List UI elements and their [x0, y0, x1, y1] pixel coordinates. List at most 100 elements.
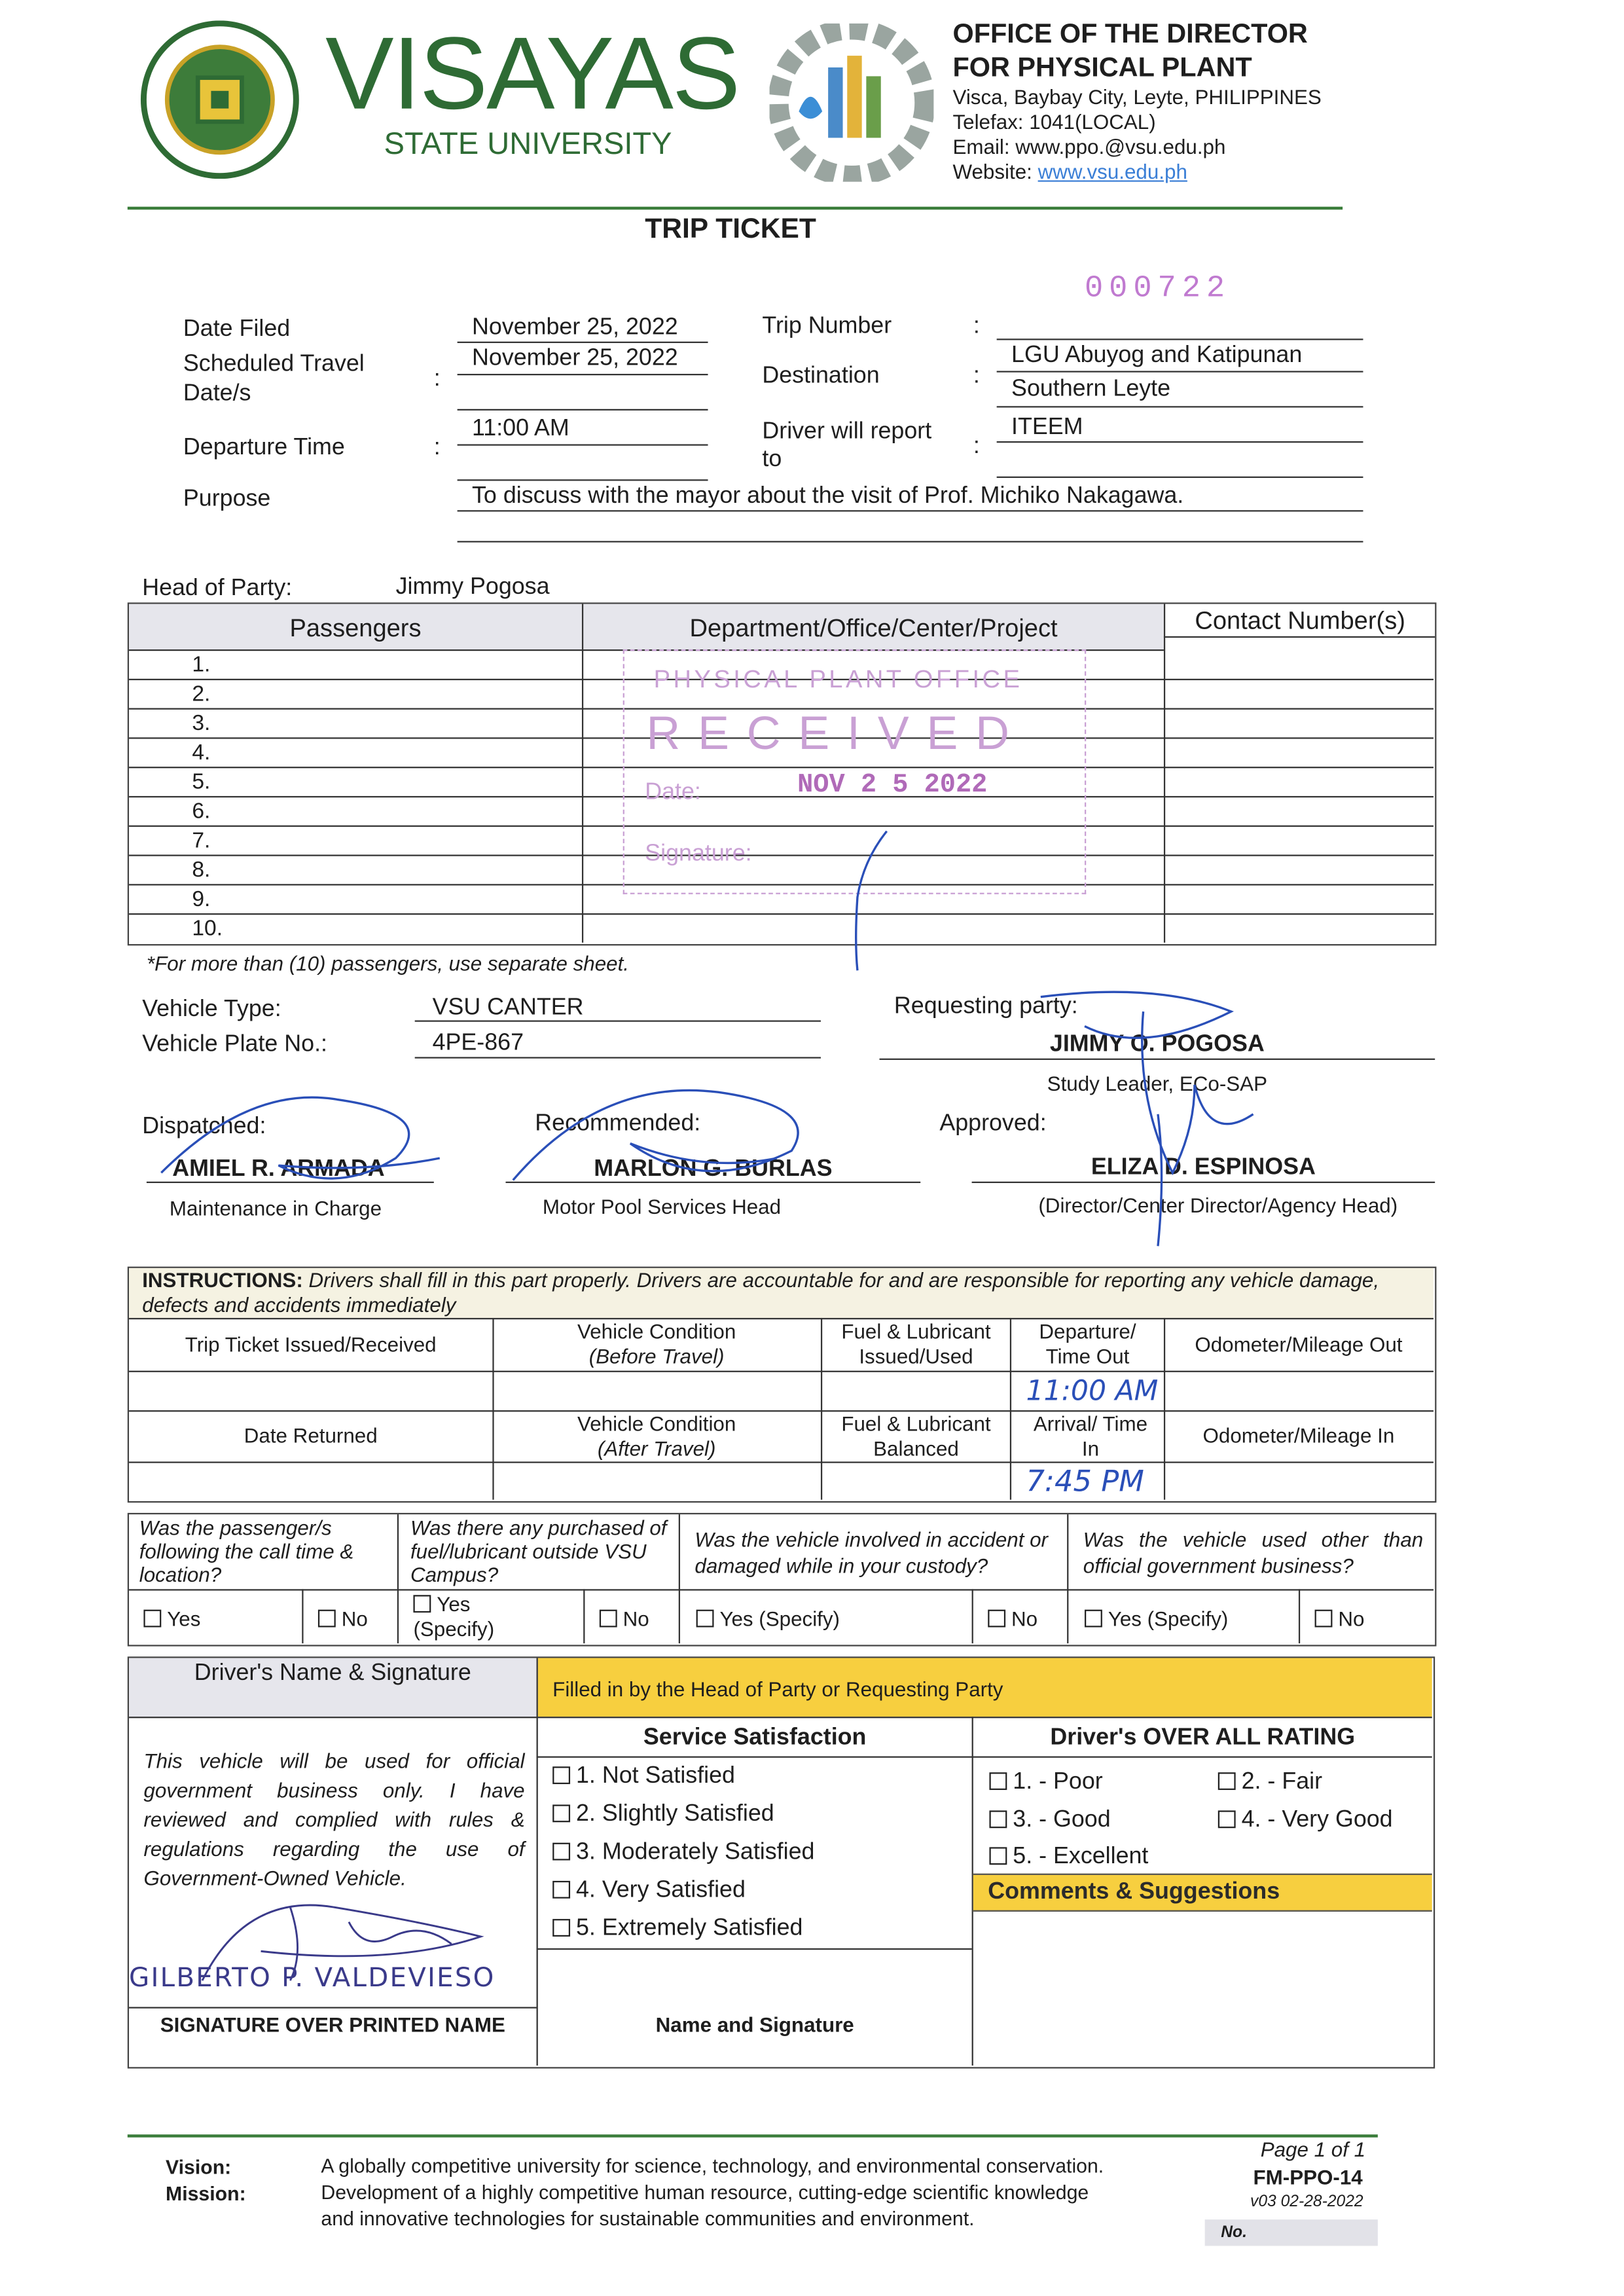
form-version: v03 02-28-2022 — [1250, 2193, 1363, 2211]
scheduled-travel-label: Scheduled Travel — [183, 352, 365, 377]
date-filed-label: Date Filed — [183, 316, 291, 342]
stamp-office: PHYSICAL PLANT OFFICE — [653, 665, 1023, 694]
header-date-returned: Date Returned — [244, 1423, 378, 1448]
service-option-checkbox[interactable]: 1. Not Satisfied — [552, 1764, 735, 1790]
q2-no-checkbox[interactable]: No — [599, 1607, 649, 1630]
checkbox[interactable] — [552, 1766, 571, 1785]
name-and-signature-label: Name and Signature — [655, 2013, 854, 2037]
service-option-checkbox[interactable]: 5. Extremely Satisfied — [552, 1916, 803, 1942]
filled-by-header: Filled in by the Head of Party or Reques… — [552, 1677, 1003, 1701]
service-option-checkbox[interactable]: 4. Very Satisfied — [552, 1878, 746, 1904]
stamp-received: RECEIVED — [646, 706, 1027, 759]
arrival-time-in-value: 7:45 PM — [1026, 1463, 1144, 1499]
header-before-travel: (Before Travel) — [588, 1344, 725, 1368]
vehicle-type-label: Vehicle Type: — [142, 996, 281, 1022]
rating-option-checkbox[interactable]: 5. - Excellent — [989, 1844, 1148, 1870]
website-link[interactable]: www.vsu.edu.ph — [1038, 160, 1187, 183]
header-fuel-balanced: Fuel & Lubricant Balanced — [841, 1411, 991, 1460]
checkbox[interactable] — [989, 1810, 1007, 1829]
q3-yes-checkbox[interactable]: Yes (Specify) — [696, 1607, 840, 1630]
row-divider — [129, 913, 1434, 915]
colon: : — [973, 314, 980, 339]
q1-yes-checkbox[interactable]: Yes — [143, 1607, 200, 1630]
checkbox[interactable] — [989, 1772, 1007, 1791]
checkbox[interactable] — [552, 1804, 571, 1823]
q2-yes-checkbox[interactable]: Yes (Specify) — [413, 1592, 494, 1642]
handwritten-signatures — [160, 991, 1254, 1247]
checkbox-label: No — [1011, 1607, 1038, 1630]
stamp-date-label: Date: — [645, 780, 701, 805]
evaluation-table: Driver's Name & Signature Filled in by t… — [127, 1656, 1435, 2069]
q3-no-checkbox[interactable]: No — [988, 1607, 1038, 1630]
question-accident: Was the vehicle involved in accident or … — [695, 1527, 1048, 1578]
header-trip-ticket-issued: Trip Ticket Issued/Received — [185, 1332, 437, 1356]
passenger-row-number: 2. — [192, 682, 211, 707]
control-number-stamp: 000722 — [1085, 272, 1231, 306]
colon: : — [973, 433, 980, 459]
passenger-row-number: 9. — [192, 886, 211, 912]
checkbox[interactable] — [989, 1847, 1007, 1865]
destination-label: Destination — [762, 363, 880, 389]
office-name-line2: FOR PHYSICAL PLANT — [952, 51, 1252, 82]
service-option-label: 5. Extremely Satisfied — [576, 1916, 803, 1941]
colon: : — [433, 435, 441, 461]
row-divider — [129, 737, 1434, 739]
rating-option-checkbox[interactable]: 1. - Poor — [989, 1770, 1103, 1796]
row-divider — [129, 767, 1434, 769]
rating-option-checkbox[interactable]: 2. - Fair — [1218, 1770, 1322, 1796]
driver-handwritten-name: GILBERTO P. VALDEVIESO — [129, 1963, 496, 1994]
passengers-note: *For more than (10) passengers, use sepa… — [146, 951, 630, 975]
service-option-checkbox[interactable]: 2. Slightly Satisfied — [552, 1802, 774, 1828]
checkbox[interactable] — [552, 1880, 571, 1899]
destination-value-1: LGU Abuyog and Katipunan — [1011, 342, 1303, 369]
rating-option-label: 3. - Good — [1013, 1807, 1111, 1833]
university-name: VISAYAS — [325, 16, 740, 131]
report-to-value: ITEEM — [1011, 414, 1083, 440]
driver-name-signature-header: Driver's Name & Signature — [194, 1661, 471, 1686]
university-seal-logo — [140, 20, 299, 179]
service-option-label: 1. Not Satisfied — [576, 1763, 735, 1789]
trip-questions-table: Was the passenger/s following the call t… — [127, 1512, 1437, 1647]
column-header-contact: Contact Number(s) — [1195, 607, 1405, 635]
checkbox[interactable] — [1218, 1772, 1236, 1791]
head-of-party-value: Jimmy Pogosa — [395, 574, 550, 600]
checkbox-label: No — [341, 1607, 368, 1630]
office-telefax: Telefax: 1041(LOCAL) — [952, 109, 1156, 134]
service-option-checkbox[interactable]: 3. Moderately Satisfied — [552, 1840, 814, 1866]
scheduled-travel-label-2: Date/s — [183, 381, 251, 407]
rating-option-checkbox[interactable]: 3. - Good — [989, 1807, 1111, 1834]
row-divider — [129, 884, 1434, 886]
checkbox-label: No — [1338, 1607, 1365, 1630]
header-fuel-issued: Fuel & Lubricant Issued/Used — [841, 1319, 991, 1368]
approved-label: Approved: — [939, 1111, 1047, 1137]
row-divider — [129, 825, 1434, 827]
header-odometer-in: Odometer/Mileage In — [1202, 1423, 1395, 1448]
approved-name: ELIZA D. ESPINOSA — [1091, 1155, 1316, 1180]
vehicle-type-value: VSU CANTER — [432, 995, 584, 1021]
passenger-row-number: 5. — [192, 769, 211, 795]
service-option-label: 2. Slightly Satisfied — [576, 1801, 774, 1827]
service-satisfaction-header: Service Satisfaction — [643, 1725, 867, 1751]
header-odometer-out: Odometer/Mileage Out — [1195, 1332, 1403, 1356]
colon: : — [433, 366, 441, 392]
checkbox[interactable] — [552, 1842, 571, 1861]
recommended-name: MARLON G. BURLAS — [594, 1156, 833, 1182]
approved-title: (Director/Center Director/Agency Head) — [1038, 1193, 1398, 1217]
footer-divider — [127, 2134, 1378, 2138]
driver-statement: This vehicle will be used for official g… — [143, 1749, 525, 1890]
mission-text-2: and innovative technologies for sustaina… — [321, 2208, 975, 2230]
passenger-row-number: 4. — [192, 740, 211, 765]
date-filed-value: November 25, 2022 — [472, 315, 678, 340]
q4-no-checkbox[interactable]: No — [1314, 1607, 1365, 1630]
checkbox[interactable] — [552, 1919, 571, 1937]
requesting-party-title: Study Leader, ECo-SAP — [1047, 1071, 1267, 1095]
header-after-travel: (After Travel) — [597, 1436, 716, 1460]
column-header-passengers: Passengers — [289, 614, 422, 642]
header-vehicle-condition-after: Vehicle Condition — [577, 1411, 736, 1435]
form-code: FM-PPO-14 — [1253, 2165, 1363, 2189]
q1-no-checkbox[interactable]: No — [317, 1607, 368, 1630]
rating-option-checkbox[interactable]: 4. - Very Good — [1218, 1808, 1393, 1834]
q4-yes-checkbox[interactable]: Yes (Specify) — [1085, 1607, 1228, 1630]
checkbox[interactable] — [1218, 1810, 1236, 1829]
